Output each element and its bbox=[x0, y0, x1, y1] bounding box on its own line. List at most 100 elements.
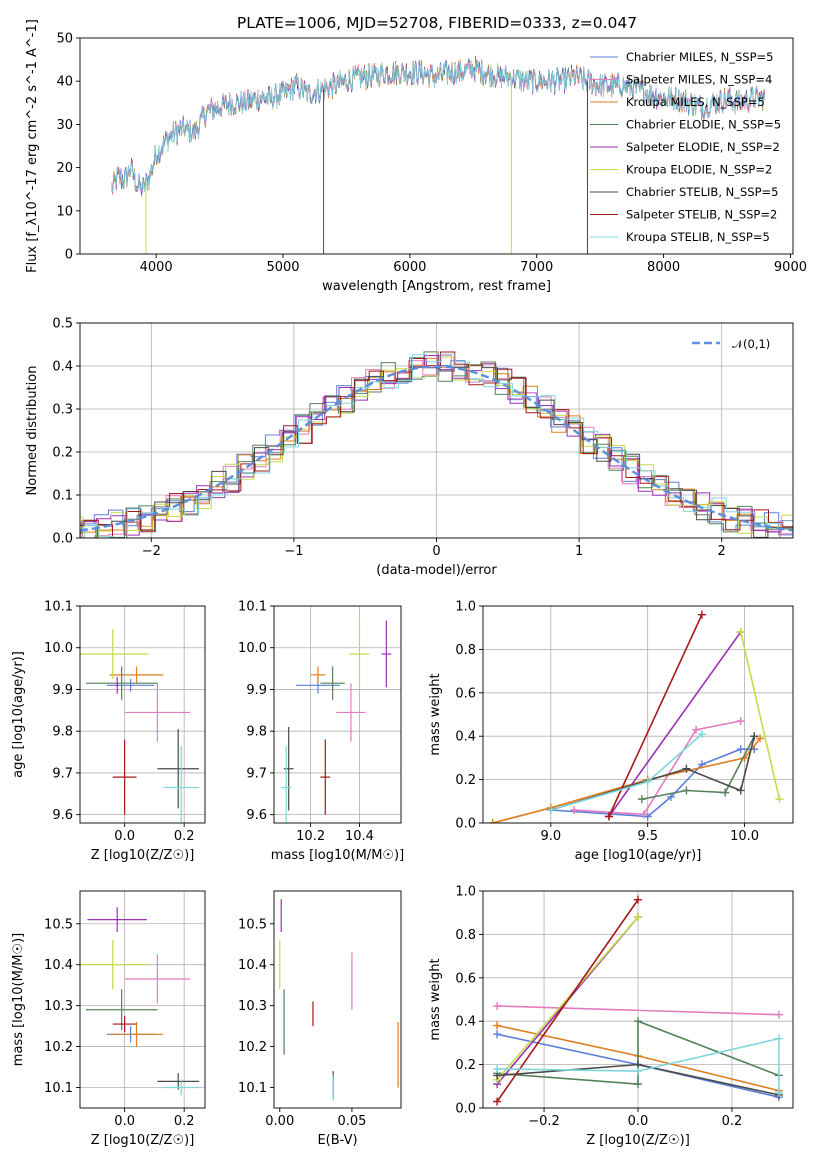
y-tick-label: 30 bbox=[56, 118, 73, 133]
x-tick-label: 0 bbox=[432, 544, 440, 559]
y-tick-label: 9.8 bbox=[52, 725, 73, 740]
spectrum-line-kroupa-stelib bbox=[111, 58, 766, 193]
data-point bbox=[721, 788, 730, 797]
figure-title: PLATE=1006, MJD=52708, FIBERID=0333, z=0… bbox=[237, 14, 637, 32]
axes: 0.0 0.2 10.1 10.2 10.3 10.4 10.5 Z [log10(Z/Z☉)… bbox=[11, 890, 206, 1148]
errorbar-chabrier-elodie bbox=[320, 666, 345, 700]
legend-entry-kroupa-elodie: Kroupa ELODIE, N_SSP=2 bbox=[626, 163, 772, 177]
plot-area bbox=[488, 610, 784, 823]
y-axis-label: Flux [f_λ10^-17 erg cm^-2 s^-1 A^-1] bbox=[25, 19, 40, 273]
series-salpeter-miles bbox=[570, 717, 745, 819]
y-axis-label: mass [log10(M/M☉)] bbox=[11, 933, 26, 1066]
y-axis-label: age [log10(age/yr)] bbox=[11, 651, 26, 778]
legend-entry-salpeter-stelib: Salpeter STELIB, N_SSP=2 bbox=[626, 208, 777, 222]
data-point bbox=[639, 810, 648, 819]
legend-entry-salpeter-miles: Salpeter MILES, N_SSP=4 bbox=[626, 73, 772, 87]
y-tick-label: 0.0 bbox=[455, 817, 476, 832]
y-tick-label: 10.4 bbox=[44, 958, 73, 973]
x-tick-label: 9.5 bbox=[637, 829, 658, 844]
y-tick-label: 10.1 bbox=[44, 600, 73, 615]
y-tick-label: 9.9 bbox=[246, 683, 267, 698]
y-tick-label: 0.2 bbox=[455, 1058, 476, 1073]
y-tick-label: 1.0 bbox=[455, 885, 476, 900]
y-tick-label: 10.2 bbox=[44, 1040, 73, 1055]
x-tick-label: 0.0 bbox=[114, 1114, 135, 1129]
axes-frame bbox=[79, 890, 206, 1109]
x-axis-label: age [log10(age/yr)] bbox=[575, 848, 702, 863]
y-tick-label: 0.0 bbox=[52, 532, 73, 547]
y-tick-label: 10.5 bbox=[44, 917, 73, 932]
data-point bbox=[692, 725, 701, 734]
data-point bbox=[750, 732, 759, 741]
x-axis-label: mass [log10(M/M☉)] bbox=[271, 848, 404, 863]
errorbar-kroupa-miles bbox=[109, 666, 164, 684]
data-point bbox=[634, 913, 642, 922]
y-tick-label: 0.5 bbox=[52, 317, 73, 332]
axes-frame bbox=[273, 890, 402, 1109]
plot-area bbox=[111, 55, 766, 254]
x-tick-label: 1 bbox=[575, 544, 583, 559]
errorbar-salpeter-miles bbox=[124, 954, 191, 1004]
x-tick-label: 8000 bbox=[647, 260, 680, 275]
y-tick-label: 0.3 bbox=[52, 403, 73, 418]
grid bbox=[80, 891, 205, 1108]
data-point bbox=[682, 764, 691, 773]
mass-vs-extinction-panel: 0.00 0.05 10.1 10.2 10.3 10.4 10.5 E(B-V) bbox=[238, 890, 402, 1148]
series-salpeter-stelib bbox=[493, 895, 642, 1106]
errorbar-salpeter-stelib bbox=[112, 739, 137, 815]
errorbar-salpeter-stelib bbox=[112, 1015, 137, 1033]
data-point bbox=[493, 1030, 502, 1039]
data-point bbox=[493, 1097, 502, 1106]
errorbar-chabrier-elodie bbox=[85, 666, 158, 700]
y-tick-label: 0.0 bbox=[455, 1102, 476, 1117]
series-line bbox=[496, 899, 639, 1102]
data-point bbox=[493, 1021, 502, 1030]
histogram-salpeter-miles bbox=[80, 354, 793, 538]
y-tick-label: 50 bbox=[56, 32, 73, 47]
x-tick-label: 6000 bbox=[393, 260, 426, 275]
y-tick-label: 10.3 bbox=[238, 999, 267, 1014]
y-axis-label: mass weight bbox=[428, 958, 443, 1040]
series-chabrier-stelib bbox=[546, 732, 759, 814]
residuals-histogram-panel: −2 −1 0 1 2 0.0 0.1 0.2 0.3 0.4 0.5 (data-model)/er… bbox=[25, 317, 794, 578]
x-tick-label: −1 bbox=[284, 544, 303, 559]
mass-vs-metallicity-panel: 0.0 0.2 10.1 10.2 10.3 10.4 10.5 Z [log10(Z/Z☉)… bbox=[11, 890, 206, 1148]
y-tick-label: 0.4 bbox=[52, 360, 73, 375]
errorbar-kroupa-elodie bbox=[80, 940, 149, 990]
data-point bbox=[736, 628, 745, 637]
x-tick-label: 10.2 bbox=[296, 829, 325, 844]
x-tick-label: 0.00 bbox=[265, 1114, 294, 1129]
plot-area bbox=[80, 628, 200, 823]
x-axis-label: Z [log10(Z/Z☉)] bbox=[91, 848, 195, 863]
x-tick-label: 9000 bbox=[774, 260, 807, 275]
series-kroupa-elodie bbox=[736, 628, 784, 804]
x-tick-label: 9.0 bbox=[540, 829, 561, 844]
y-tick-label: 0.8 bbox=[455, 928, 476, 943]
legend-entry-chabrier-miles: Chabrier MILES, N_SSP=5 bbox=[626, 50, 773, 64]
x-tick-label: 5000 bbox=[266, 260, 299, 275]
x-axis-label: Z [log10(Z/Z☉)] bbox=[91, 1133, 195, 1148]
y-tick-label: 10 bbox=[56, 204, 73, 219]
data-point bbox=[697, 730, 706, 739]
y-tick-label: 10.2 bbox=[238, 1040, 267, 1055]
errorbar-chabrier-stelib bbox=[283, 727, 294, 811]
axes-frame bbox=[482, 605, 794, 824]
plot-area bbox=[80, 907, 200, 1096]
massweight-vs-metallicity-panel: −0.2 0.0 0.2 0.0 0.2 0.4 0.6 0.8 1.0 Z [log10(Z/Z… bbox=[428, 885, 794, 1148]
series-kroupa-elodie bbox=[493, 913, 642, 1084]
histogram-legend: 𝒩(0,1) bbox=[692, 337, 770, 351]
data-point bbox=[774, 1034, 783, 1043]
axes: 10.2 10.4 9.6 9.7 9.8 9.9 10.0 10.1 mass [log10(… bbox=[238, 600, 404, 864]
x-tick-label: −0.2 bbox=[528, 1114, 560, 1129]
y-tick-label: 10.0 bbox=[238, 641, 267, 656]
y-tick-label: 10.5 bbox=[238, 917, 267, 932]
data-point bbox=[736, 786, 745, 795]
x-tick-label: −2 bbox=[142, 544, 161, 559]
y-tick-label: 9.8 bbox=[246, 725, 267, 740]
x-tick-label: 2 bbox=[718, 544, 726, 559]
series-line bbox=[496, 916, 639, 1081]
massweight-vs-age-panel: 9.0 9.5 10.0 0.0 0.2 0.4 0.6 0.8 1.0 age [log10(a… bbox=[428, 600, 794, 863]
errorbar-chabrier-miles bbox=[106, 679, 155, 692]
y-tick-label: 0.2 bbox=[455, 773, 476, 788]
series-chabrier-elodie bbox=[493, 1017, 783, 1089]
